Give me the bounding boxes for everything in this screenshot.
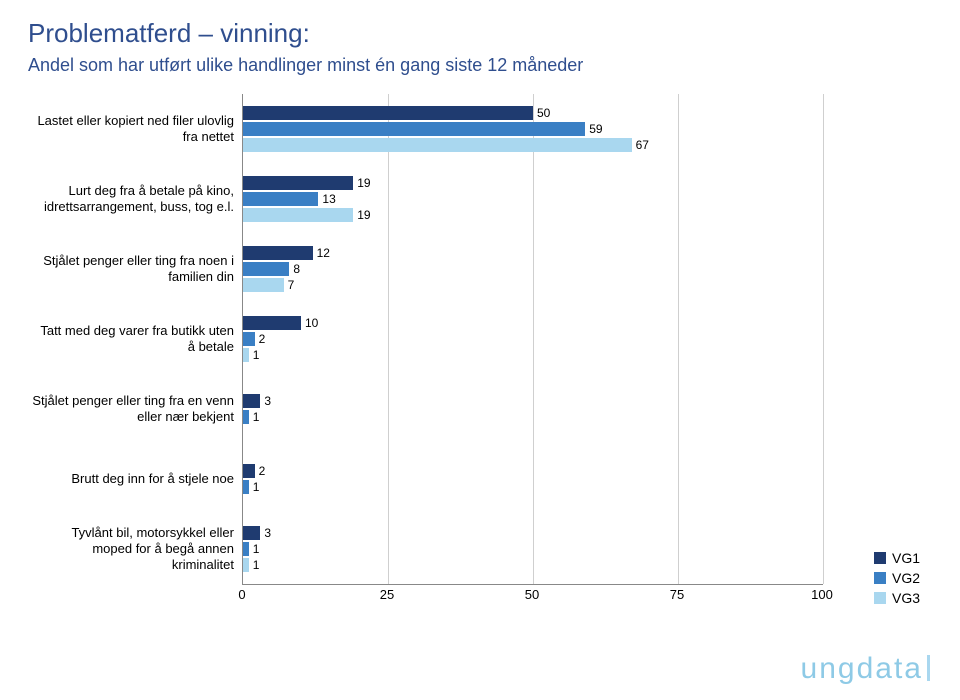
bar-value-label: 3 [260, 526, 271, 540]
x-tick-label: 0 [238, 587, 245, 602]
page-root: Problematferd – vinning: Andel som har u… [0, 0, 960, 700]
category-label: Brutt deg inn for å stjele noe [71, 471, 234, 487]
bar-value-label: 7 [284, 278, 295, 292]
x-tick-label: 100 [811, 587, 833, 602]
bar [243, 464, 255, 478]
plot-column: 505967191319128710213121311 0255075100 [242, 94, 932, 607]
legend-item: VG1 [874, 550, 920, 566]
bar [243, 208, 353, 222]
x-tick-label: 25 [380, 587, 394, 602]
logo-bar-icon [927, 655, 930, 681]
logo-text: ungdata [801, 652, 923, 685]
legend-swatch-icon [874, 552, 886, 564]
category-label: Stjålet penger eller ting fra en venn el… [32, 393, 234, 426]
bar [243, 122, 585, 136]
legend-label: VG1 [892, 550, 920, 566]
category-label-group: Lurt deg fra å betale på kino, idrettsar… [32, 164, 242, 234]
bar [243, 138, 632, 152]
bar-value-label: 50 [533, 106, 550, 120]
bar-group: 31 [243, 374, 823, 444]
category-label: Tatt med deg varer fra butikk uten å bet… [32, 323, 234, 356]
x-axis: 0255075100 [242, 585, 822, 607]
legend-swatch-icon [874, 572, 886, 584]
bar-value-label: 59 [585, 122, 602, 136]
bar-group: 12 8 7 [243, 234, 823, 304]
bar-group: 10 2 1 [243, 304, 823, 374]
legend-label: VG2 [892, 570, 920, 586]
legend-item: VG2 [874, 570, 920, 586]
bar-value-label: 67 [632, 138, 649, 152]
bar-value-label: 1 [249, 558, 260, 572]
bar [243, 262, 289, 276]
legend-item: VG3 [874, 590, 920, 606]
legend-swatch-icon [874, 592, 886, 604]
bar-value-label: 8 [289, 262, 300, 276]
bar [243, 278, 284, 292]
plot-area: 505967191319128710213121311 [242, 94, 823, 585]
category-label-group: Tyvlånt bil, motorsykkel eller moped for… [32, 514, 242, 584]
bar [243, 106, 533, 120]
legend: VG1 VG2 VG3 [874, 550, 920, 610]
bar-group: 21 [243, 444, 823, 514]
bar-group: 50 59 67 [243, 94, 823, 164]
bar [243, 526, 260, 540]
bar-group: 19 13 19 [243, 164, 823, 234]
bar-value-label: 19 [353, 208, 370, 222]
category-label: Tyvlånt bil, motorsykkel eller moped for… [32, 525, 234, 574]
bar-value-label: 12 [313, 246, 330, 260]
bar [243, 246, 313, 260]
chart-container: Lastet eller kopiert ned filer ulovlig f… [32, 94, 932, 607]
legend-label: VG3 [892, 590, 920, 606]
category-label-group: Stjålet penger eller ting fra en venn el… [32, 374, 242, 444]
category-label: Stjålet penger eller ting fra noen i fam… [32, 253, 234, 286]
bar [243, 176, 353, 190]
bar-value-label: 13 [318, 192, 335, 206]
category-label-group: Brutt deg inn for å stjele noe [32, 444, 242, 514]
category-label-group: Stjålet penger eller ting fra noen i fam… [32, 234, 242, 304]
bar [243, 316, 301, 330]
bar-value-label: 1 [249, 410, 260, 424]
bar-value-label: 1 [249, 348, 260, 362]
bar-value-label: 2 [255, 332, 266, 346]
category-label: Lurt deg fra å betale på kino, idrettsar… [32, 183, 234, 216]
category-label-group: Lastet eller kopiert ned filer ulovlig f… [32, 94, 242, 164]
x-tick-label: 50 [525, 587, 539, 602]
bar-value-label: 2 [255, 464, 266, 478]
bar-group: 311 [243, 514, 823, 584]
bar [243, 394, 260, 408]
bar-value-label: 3 [260, 394, 271, 408]
page-subtitle: Andel som har utført ulike handlinger mi… [28, 55, 932, 76]
category-label: Lastet eller kopiert ned filer ulovlig f… [32, 113, 234, 146]
bar-value-label: 1 [249, 542, 260, 556]
bar [243, 192, 318, 206]
gridline [823, 94, 824, 584]
page-title: Problematferd – vinning: [28, 18, 932, 49]
x-tick-label: 75 [670, 587, 684, 602]
bar-value-label: 1 [249, 480, 260, 494]
ungdata-logo: ungdata [801, 652, 930, 686]
bar [243, 332, 255, 346]
bar-value-label: 10 [301, 316, 318, 330]
category-label-group: Tatt med deg varer fra butikk uten å bet… [32, 304, 242, 374]
bar-value-label: 19 [353, 176, 370, 190]
category-label-column: Lastet eller kopiert ned filer ulovlig f… [32, 94, 242, 607]
